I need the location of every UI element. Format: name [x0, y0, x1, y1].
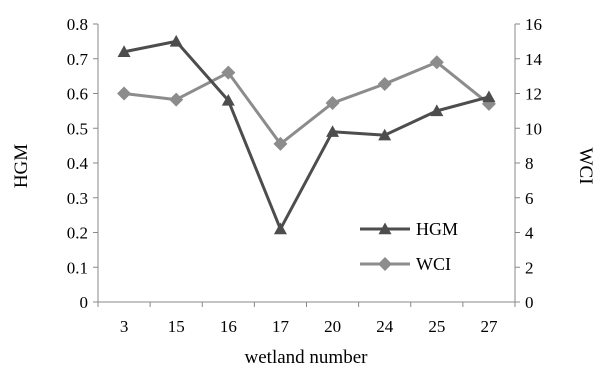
data-point-hgm: [430, 104, 444, 117]
right-y-tick-label: 16: [525, 15, 542, 34]
legend-label-hgm: HGM: [416, 219, 458, 239]
data-point-wci: [273, 136, 288, 151]
x-axis-ticks: 3 15 16 17 20 24 25 27: [97, 302, 516, 336]
left-y-tick-label: 0: [80, 293, 89, 312]
x-tick-label: 15: [168, 317, 185, 336]
legend-marker-wci: [378, 257, 392, 271]
x-tick-label: 27: [480, 317, 498, 336]
data-point-wci: [325, 96, 340, 111]
right-y-tick-label: 14: [525, 50, 543, 69]
data-point-hgm: [273, 222, 287, 235]
data-point-hgm: [221, 93, 235, 106]
data-point-hgm: [378, 128, 392, 141]
legend-label-wci: WCI: [416, 254, 451, 274]
series-layer: [117, 34, 496, 235]
series-line-hgm: [123, 39, 490, 231]
series-line-wci: [123, 60, 490, 146]
left-y-tick-label: 0.6: [67, 85, 88, 104]
series-wci: [117, 55, 496, 151]
left-y-tick-label: 0.5: [67, 119, 88, 138]
right-y-tick-label: 0: [525, 293, 534, 312]
x-tick-label: 24: [376, 317, 394, 336]
x-tick-label: 25: [428, 317, 445, 336]
data-point-wci: [221, 65, 236, 80]
legend-marker-hgm: [378, 222, 392, 235]
data-point-hgm: [117, 45, 131, 57]
axes: [97, 24, 516, 303]
x-tick-label: 3: [120, 317, 129, 336]
left-y-tick-label: 0.1: [67, 258, 88, 277]
data-point-hgm: [482, 90, 496, 103]
left-y-axis-ticks: 0 0.1 0.2 0.3 0.4 0.5 0.6 0.7 0.8: [67, 15, 98, 312]
data-point-wci: [429, 55, 444, 70]
x-tick-label: 17: [272, 317, 290, 336]
left-y-tick-label: 0.8: [67, 15, 88, 34]
series-hgm: [117, 34, 496, 235]
x-axis-title: wetland number: [245, 347, 369, 368]
legend: HGM WCI: [360, 219, 458, 274]
left-y-tick-label: 0.4: [67, 154, 89, 173]
left-y-axis-title: HGM: [11, 144, 32, 188]
x-tick-label: 16: [220, 317, 237, 336]
data-point-hgm: [326, 125, 340, 137]
x-tick-label: 20: [324, 317, 341, 336]
legend-item-hgm: HGM: [360, 219, 458, 239]
left-y-tick-label: 0.3: [67, 189, 88, 208]
right-y-axis-title: WCI: [575, 148, 595, 185]
right-y-tick-label: 6: [525, 189, 534, 208]
right-y-tick-label: 8: [525, 154, 534, 173]
data-point-wci: [117, 86, 132, 101]
data-point-wci: [377, 76, 392, 91]
right-y-tick-label: 10: [525, 119, 542, 138]
right-y-axis-ticks: 0 2 4 6 8 10 12 14 16: [515, 15, 543, 312]
data-point-hgm: [169, 34, 183, 47]
left-y-tick-label: 0.2: [67, 224, 88, 243]
right-y-tick-label: 2: [525, 258, 534, 277]
legend-item-wci: WCI: [360, 254, 451, 274]
right-y-tick-label: 12: [525, 85, 542, 104]
left-y-tick-label: 0.7: [67, 50, 89, 69]
right-y-tick-label: 4: [525, 224, 534, 243]
data-point-wci: [169, 92, 184, 107]
